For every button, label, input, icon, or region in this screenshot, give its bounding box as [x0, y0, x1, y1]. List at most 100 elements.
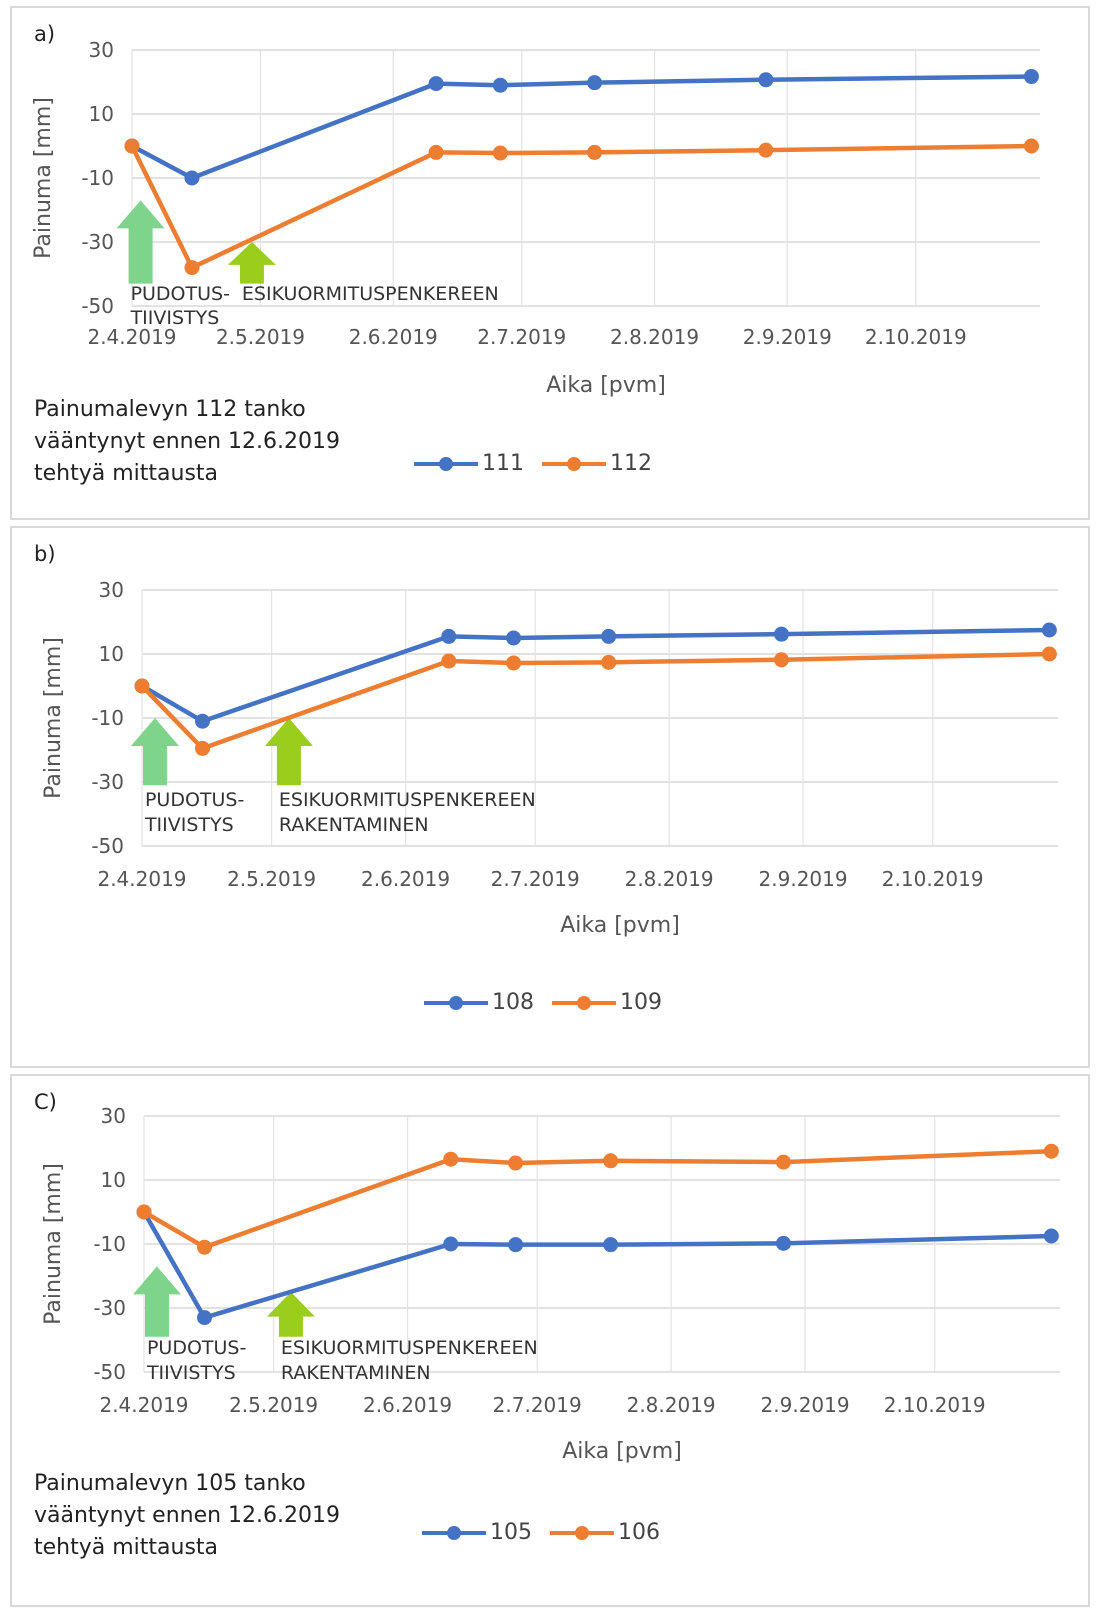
- x-tick-label: 2.6.2019: [363, 1393, 452, 1417]
- y-tick-label: -10: [91, 706, 124, 730]
- data-point-109: [1041, 646, 1057, 662]
- legend-swatch-icon: [552, 995, 616, 1010]
- x-tick-label: 2.5.2019: [227, 867, 316, 891]
- data-point-106: [443, 1151, 459, 1167]
- series-line-105: [142, 1210, 1052, 1320]
- y-tick-label: 30: [89, 38, 114, 62]
- x-tick-label: 2.8.2019: [627, 1393, 716, 1417]
- annotation-label: PUDOTUS-: [147, 1337, 246, 1359]
- annotation-label: ESIKUORMITUSPENKEREEN: [242, 283, 499, 305]
- data-point-108: [506, 630, 522, 646]
- data-point-111: [492, 77, 508, 93]
- x-tick-label: 2.10.2019: [882, 867, 984, 891]
- legend-b: 108 109: [424, 990, 662, 1015]
- legend-label: 109: [620, 990, 662, 1015]
- annotation-label: PUDOTUS-: [145, 789, 244, 811]
- x-tick-label: 2.6.2019: [349, 325, 438, 349]
- annotation-label: ESIKUORMITUSPENKEREEN: [281, 1337, 538, 1359]
- annotation-label: TIIVISTYS: [144, 814, 234, 836]
- series-line-111: [130, 74, 1032, 181]
- y-tick-label: -50: [93, 1360, 126, 1384]
- x-tick-label: 2.10.2019: [884, 1393, 986, 1417]
- compaction-arrow-icon: [116, 200, 165, 284]
- panel-label-a: a): [34, 22, 56, 46]
- x-tick-label: 2.4.2019: [87, 325, 176, 349]
- y-tick-label: -10: [81, 166, 114, 190]
- legend-item: 108: [424, 990, 534, 1015]
- x-tick-label: 2.9.2019: [759, 867, 848, 891]
- note-line: vääntynyt ennen 12.6.2019: [34, 1503, 341, 1528]
- data-point-106: [1043, 1143, 1059, 1159]
- data-point-109: [601, 654, 617, 670]
- chart-panel-c: 30 10 -10 -30 -50 2.4.2019 2.5.2019 2.6.2019 2.7…: [10, 1074, 1090, 1607]
- data-point-112: [1023, 138, 1039, 154]
- annotation-label: PUDOTUS-: [131, 283, 230, 305]
- x-tick-label: 2.5.2019: [229, 1393, 318, 1417]
- x-tick-label: 2.7.2019: [493, 1393, 582, 1417]
- note-line: vääntynyt ennen 12.6.2019: [34, 429, 341, 454]
- legend-label: 112: [610, 451, 652, 476]
- legend-item: 106: [550, 1520, 660, 1545]
- annotation-label: ESIKUORMITUSPENKEREEN: [279, 789, 536, 811]
- y-tick-label: -50: [91, 834, 124, 858]
- series-line-112: [129, 143, 1032, 270]
- y-tick-label: 30: [99, 578, 124, 602]
- y-tick-label: -10: [93, 1232, 126, 1256]
- data-point-108: [441, 628, 457, 644]
- y-tick-label: 30: [101, 1104, 126, 1128]
- legend-swatch-icon: [422, 1525, 486, 1540]
- x-tick-label: 2.10.2019: [865, 325, 967, 349]
- data-point-109: [506, 655, 522, 671]
- compaction-arrow-icon: [132, 1266, 181, 1337]
- x-tick-label: 2.8.2019: [610, 325, 699, 349]
- legend-swatch-icon: [542, 456, 606, 471]
- y-axis-title: Painuma [mm]: [41, 637, 66, 799]
- annotation-label: RAKENTAMINEN: [279, 814, 429, 836]
- note-c: Painumalevyn 105 tanko vääntynyt ennen 1…: [34, 1468, 340, 1564]
- series-line-108: [140, 627, 1050, 724]
- x-tick-label: 2.4.2019: [97, 867, 186, 891]
- y-tick-label: 10: [99, 642, 124, 666]
- y-tick-label: -30: [81, 230, 114, 254]
- annotation-label: TIIVISTYS: [130, 307, 220, 329]
- data-point-105: [603, 1237, 619, 1253]
- legend-item: 111: [414, 451, 524, 476]
- embankment-arrow-icon: [227, 242, 276, 284]
- legend-swatch-icon: [550, 1525, 614, 1540]
- data-point-108: [601, 628, 617, 644]
- legend-item: 112: [542, 451, 652, 476]
- annotation-label: RAKENTAMINEN: [281, 1362, 431, 1384]
- legend-a: 111 112: [414, 451, 652, 476]
- note-line: tehtyä mittausta: [34, 461, 219, 486]
- y-tick-label: 10: [101, 1168, 126, 1192]
- data-point-109: [194, 740, 210, 756]
- chart-panel-a: 30 10 -10 -30 -50 2.4.2019 2.5.2019 2.6.2019 2.7…: [10, 6, 1090, 520]
- data-point-112: [492, 145, 508, 161]
- x-tick-label: 2.9.2019: [761, 1393, 850, 1417]
- annotation-label: TIIVISTYS: [146, 1362, 236, 1384]
- data-point-111: [184, 170, 200, 186]
- data-point-108: [194, 713, 210, 729]
- note-line: Painumalevyn 105 tanko: [34, 1471, 306, 1496]
- x-tick-label: 2.6.2019: [361, 867, 450, 891]
- chart-svg-b: 30 10 -10 -30 -50 2.4.2019 2.5.2019 2.6.2019 2.7…: [41, 578, 1058, 938]
- data-point-112: [124, 138, 140, 154]
- note-line: Painumalevyn 112 tanko: [34, 397, 306, 422]
- data-point-105: [196, 1310, 212, 1326]
- y-tick-label: 10: [89, 102, 114, 126]
- embankment-arrow-icon: [264, 718, 313, 786]
- data-point-105: [1043, 1228, 1059, 1244]
- data-point-108: [773, 626, 789, 642]
- legend-label: 111: [482, 451, 524, 476]
- data-point-105: [508, 1237, 524, 1253]
- y-tick-label: -30: [91, 770, 124, 794]
- panel-label-b: b): [34, 542, 56, 566]
- data-point-109: [134, 678, 150, 694]
- data-point-106: [136, 1204, 152, 1220]
- data-point-105: [775, 1235, 791, 1251]
- legend-swatch-icon: [424, 995, 488, 1010]
- y-tick-label: -30: [93, 1296, 126, 1320]
- chart-svg-a: 30 10 -10 -30 -50 2.4.2019 2.5.2019 2.6.2019 2.7…: [31, 38, 1040, 398]
- legend-swatch-icon: [414, 456, 478, 471]
- legend-c: 105 106: [422, 1520, 660, 1545]
